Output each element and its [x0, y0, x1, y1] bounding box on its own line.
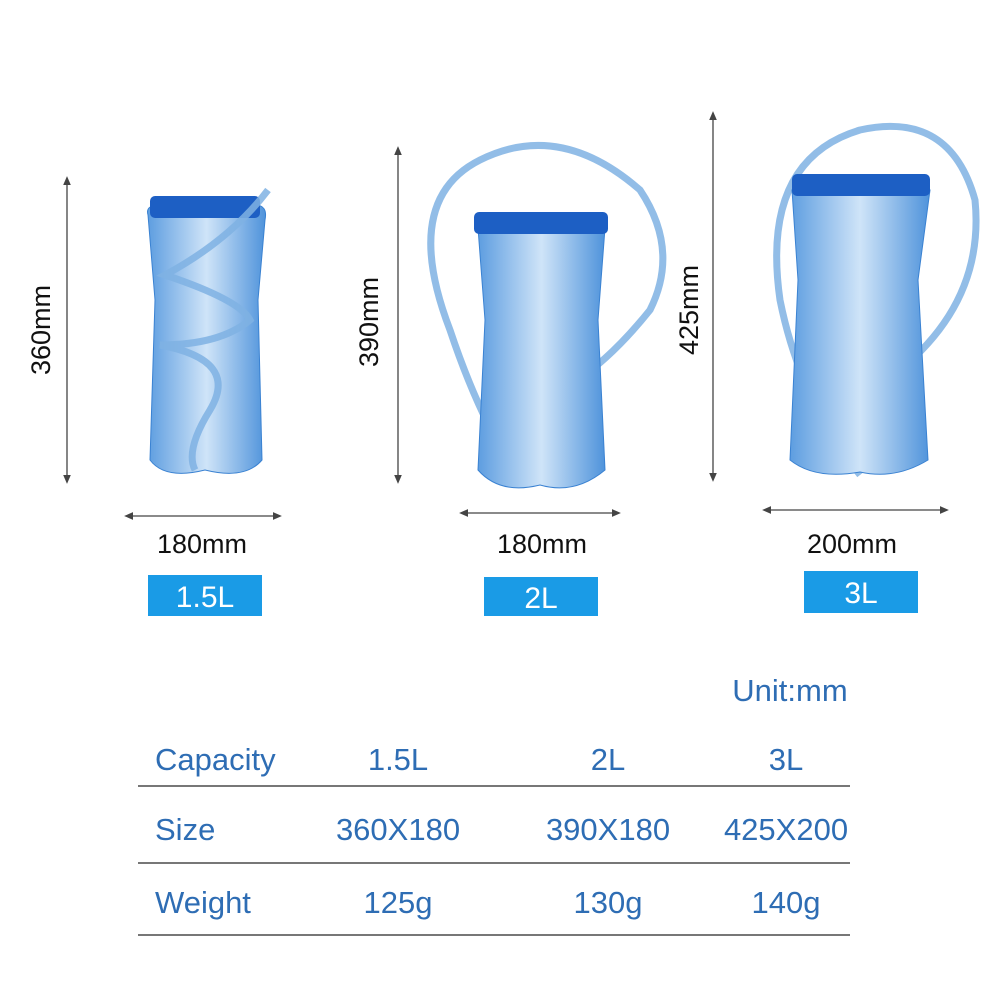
table-cell: 360X180 [336, 812, 460, 847]
width-label: 180mm [497, 529, 587, 559]
capacity-label: 1.5L [176, 581, 234, 614]
bladder-clip [150, 196, 260, 218]
bladder [789, 189, 931, 475]
row-header: Weight [155, 885, 251, 920]
product-3: 425mm 200mm 3L [674, 111, 980, 613]
tube [427, 141, 667, 482]
bladder [477, 227, 606, 489]
width-label: 180mm [157, 529, 247, 559]
row-header: Size [155, 812, 215, 847]
capacity-label: 3L [844, 577, 877, 610]
table-cell: 390X180 [546, 812, 670, 847]
spec-table: Unit:mm Capacity 1.5L 2L 3L Size 360X180 390X1… [138, 673, 850, 936]
table-cell: 140g [752, 885, 821, 920]
table-cell: 130g [574, 885, 643, 920]
product-1: 360mm 180mm 1.5L [26, 176, 282, 616]
capacity-label: 2L [524, 582, 557, 615]
width-label: 200mm [807, 529, 897, 559]
height-label: 390mm [354, 277, 384, 367]
table-cell: 3L [769, 742, 803, 777]
bladder-clip [792, 174, 930, 196]
tube [156, 187, 271, 472]
unit-label: Unit:mm [732, 673, 847, 708]
table-cell: 1.5L [368, 742, 428, 777]
height-label: 425mm [674, 265, 704, 355]
table-cell: 425X200 [724, 812, 848, 847]
bladder-clip [474, 212, 608, 234]
product-2: 390mm 180mm 2L [354, 141, 667, 616]
table-cell: 125g [364, 885, 433, 920]
table-cell: 2L [591, 742, 625, 777]
height-label: 360mm [26, 285, 56, 375]
capacity-badge [148, 575, 262, 616]
row-header: Capacity [155, 742, 276, 777]
capacity-badge [484, 577, 598, 616]
capacity-badge [804, 571, 918, 613]
